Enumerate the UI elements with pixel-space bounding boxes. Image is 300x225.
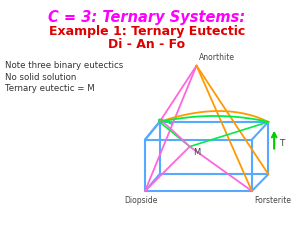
Text: Note three binary eutectics: Note three binary eutectics	[5, 61, 124, 70]
Text: T: T	[279, 139, 284, 148]
Text: Ternary eutectic = M: Ternary eutectic = M	[5, 84, 95, 93]
Text: Forsterite: Forsterite	[254, 196, 291, 205]
Text: M: M	[194, 148, 201, 157]
Text: Diopside: Diopside	[124, 196, 158, 205]
Text: Di - An - Fo: Di - An - Fo	[108, 38, 186, 51]
Text: C = 3: Ternary Systems:: C = 3: Ternary Systems:	[48, 10, 246, 25]
Text: Anorthite: Anorthite	[200, 53, 236, 62]
Text: Example 1: Ternary Eutectic: Example 1: Ternary Eutectic	[49, 25, 245, 38]
Text: No solid solution: No solid solution	[5, 72, 77, 81]
